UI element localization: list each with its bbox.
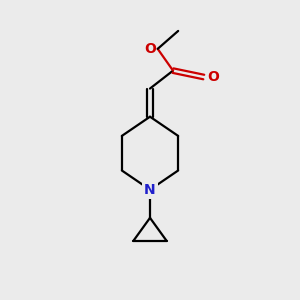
Text: N: N <box>144 183 156 197</box>
Text: O: O <box>207 70 219 84</box>
Text: O: O <box>144 42 156 56</box>
